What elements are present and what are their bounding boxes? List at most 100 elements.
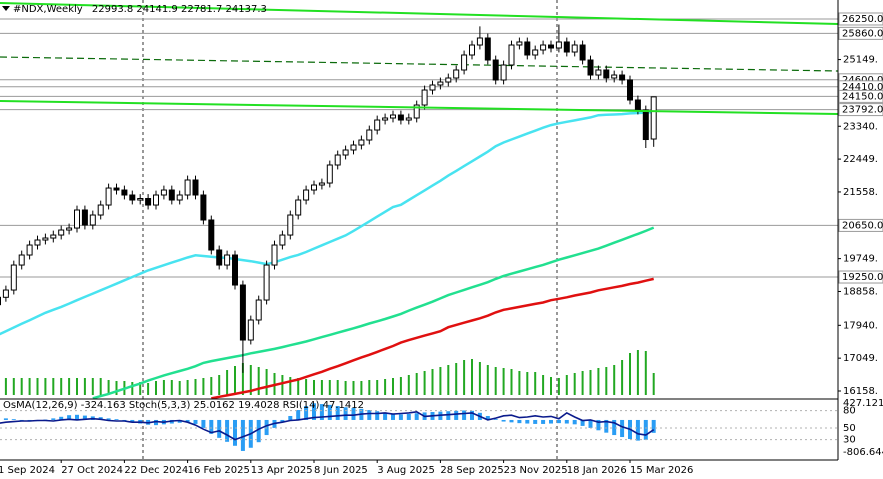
osma-bar — [177, 419, 182, 423]
candle-body — [453, 69, 460, 79]
x-tick-label: 15 Mar 2026 — [630, 465, 693, 476]
osma-bar — [209, 419, 214, 434]
level-label-box — [838, 270, 883, 284]
volume-bar — [115, 381, 118, 395]
candle-body — [26, 244, 33, 256]
high-value: 24141.9 — [136, 4, 177, 15]
stoch-signal: 19.4028 — [238, 400, 279, 411]
indicator-header: OsMA(12,26,9) -324.163 Stoch(5,3,3) 25.0… — [3, 400, 364, 411]
volume-bar — [194, 379, 197, 395]
candle-body — [239, 284, 246, 341]
volume-bar — [376, 380, 379, 395]
open-value: 22993.8 — [92, 4, 133, 15]
candle-body — [153, 194, 159, 206]
volume — [4, 350, 655, 395]
volume-bar — [60, 378, 63, 395]
rsi-name: RSI(14) — [283, 400, 320, 411]
candle-body — [303, 189, 310, 201]
volume-bar — [581, 371, 584, 395]
volume-bar — [131, 382, 134, 395]
moving-average — [0, 110, 654, 336]
trend-line — [0, 2, 838, 25]
osma-bar — [541, 419, 546, 424]
osma-bar — [51, 418, 56, 420]
osma-bar — [319, 404, 324, 420]
candle-body — [469, 44, 475, 56]
level-label-box — [838, 103, 883, 117]
volume-bar — [99, 378, 102, 395]
x-tick-label: 23 Nov 2025 — [504, 465, 568, 476]
volume-bar — [534, 372, 537, 395]
osma-bar — [485, 415, 490, 420]
volume-bar — [478, 362, 481, 395]
candle-body — [461, 54, 468, 71]
volume-bar — [36, 378, 39, 395]
osma-bar — [75, 414, 79, 420]
candle-body — [168, 189, 175, 201]
level-label: 26250.0 — [842, 14, 883, 25]
osma-bar — [106, 418, 111, 420]
candle-body — [334, 154, 341, 166]
candle-body — [216, 249, 223, 266]
candle-body — [563, 41, 570, 53]
candle-body — [516, 41, 523, 46]
volume-bar — [344, 381, 347, 395]
volume-bar — [139, 382, 142, 395]
candle-body — [279, 234, 286, 246]
osma-bar — [398, 414, 403, 420]
volume-bar — [423, 371, 426, 395]
volume-bar — [407, 375, 410, 395]
volume-bar — [241, 363, 244, 395]
osma-bar — [335, 406, 340, 420]
candle-body — [176, 194, 183, 201]
y-tick-label: 21558. — [843, 187, 878, 198]
candle-body — [587, 59, 594, 76]
rsi-value: 47.1412 — [323, 400, 364, 411]
candle-body — [437, 81, 444, 86]
osma-bar — [414, 413, 419, 420]
osma-bar — [588, 419, 593, 428]
x-tick-label: 27 Oct 2024 — [61, 465, 123, 476]
candle-body — [579, 44, 586, 61]
level-label: 24410.0 — [842, 82, 883, 93]
volume-bar — [297, 378, 300, 395]
candle-body — [382, 117, 389, 121]
osma-bar — [288, 415, 293, 420]
candle-body — [555, 41, 562, 49]
volume-bar — [550, 377, 552, 395]
osma-bar — [556, 419, 561, 424]
y-tick-label: 17049. — [843, 353, 878, 364]
volume-bar — [439, 367, 442, 395]
osma-bar — [643, 419, 648, 440]
volume-bar — [68, 378, 71, 395]
axis: 25149. 23340. 22449. 21558. 19749. 18858. 1794… — [0, 12, 883, 476]
y-tick-label: 18858. — [843, 286, 878, 297]
x-tick-label: 1 Sep 2024 — [0, 465, 55, 476]
volume-bar — [257, 367, 260, 395]
level-label-box — [838, 89, 883, 103]
x-tick-label: 28 Sep 2025 — [440, 465, 503, 476]
osma-bar — [185, 419, 190, 423]
osma-bar — [11, 419, 16, 420]
volume-bar — [518, 371, 521, 395]
volume-bar — [281, 375, 284, 395]
volume-bar — [226, 370, 229, 395]
candle-body — [192, 179, 199, 196]
volume-bar — [202, 378, 205, 395]
volume-bar — [486, 365, 489, 395]
rsi-tick-label: 80 — [843, 406, 856, 417]
candle-body — [105, 187, 112, 206]
candle-body — [397, 114, 404, 121]
candle-body — [58, 229, 65, 236]
osma-bar — [225, 419, 230, 442]
osma-bar — [383, 412, 388, 420]
osma-bar — [217, 419, 222, 438]
volume-bar — [305, 379, 308, 395]
volume-bar — [28, 378, 31, 395]
osma-bar — [67, 415, 72, 420]
volume-bar — [178, 381, 181, 395]
menu-icon[interactable] — [2, 6, 10, 11]
candle-body — [634, 99, 641, 111]
volume-bar — [565, 375, 568, 395]
candle-body — [247, 319, 254, 341]
